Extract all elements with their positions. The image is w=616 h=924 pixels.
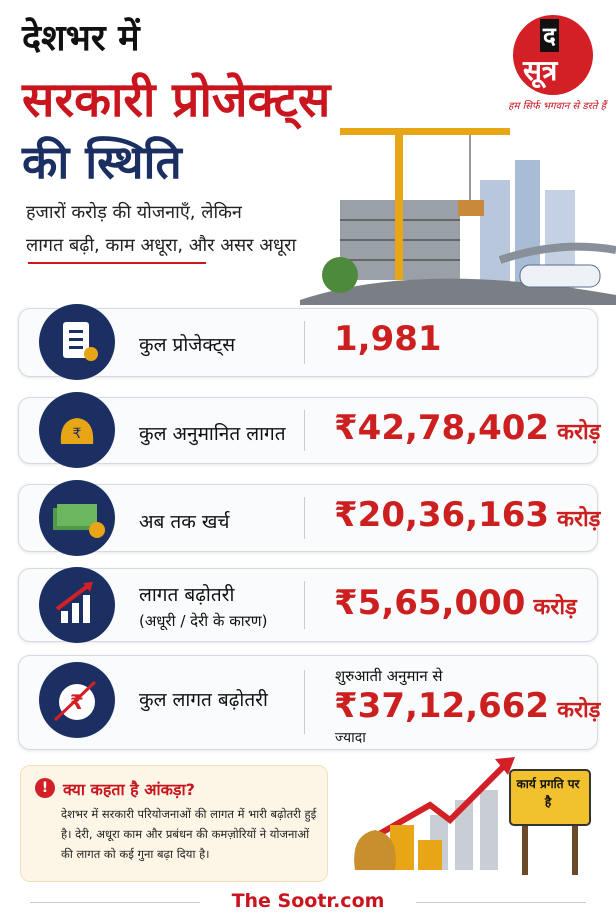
subtitle: हजारों करोड़ की योजनाएँ, लेकिन bbox=[26, 202, 242, 223]
svg-text:₹: ₹ bbox=[73, 426, 82, 442]
stat-value: ₹42,78,402 करोड़ bbox=[334, 408, 600, 448]
stat-label: लागत बढ़ोतरी bbox=[139, 584, 235, 606]
stat-label: कुल लागत बढ़ोतरी bbox=[139, 689, 268, 711]
unit: करोड़ bbox=[557, 507, 601, 532]
tagline: हम सिर्फ भगवान से डरते हैं bbox=[508, 101, 606, 112]
stat-card: कुल प्रोजेक्ट्स 1,981 bbox=[18, 304, 598, 380]
value: ₹37,12,662 bbox=[334, 686, 550, 726]
logo: द सूत्र bbox=[513, 15, 593, 95]
underline bbox=[28, 262, 206, 264]
logo-mark: द bbox=[540, 19, 559, 52]
logo-mark: सूत्र bbox=[523, 54, 558, 87]
stat-card: ₹ कुल अनुमानित लागत ₹42,78,402 करोड़ bbox=[18, 392, 600, 468]
icon: ₹ bbox=[39, 662, 115, 738]
stat-label: कुल अनुमानित लागत bbox=[139, 423, 286, 445]
stat-sublabel: (अधूरी / देरी के कारण) bbox=[139, 612, 268, 630]
value: ₹42,78,402 bbox=[334, 408, 550, 448]
stat-value: ₹37,12,662 करोड़ bbox=[334, 686, 600, 726]
icon bbox=[39, 304, 115, 380]
icon bbox=[39, 567, 115, 643]
unit: करोड़ bbox=[557, 698, 601, 723]
rule bbox=[30, 902, 200, 903]
construction-illustration bbox=[300, 128, 616, 305]
icon: ₹ bbox=[39, 392, 115, 468]
stat-suffix: ज्यादा bbox=[335, 730, 366, 746]
title-line: की स्थिति bbox=[22, 135, 182, 189]
value: ₹20,36,163 bbox=[334, 495, 550, 535]
cost-illustration bbox=[354, 757, 591, 875]
stat-card: लागत बढ़ोतरी (अधूरी / देरी के कारण) ₹5,6… bbox=[18, 567, 598, 643]
note-text: देशभर में सरकारी परियोजनाओं की लागत में … bbox=[61, 807, 317, 861]
note-title: क्या कहता है आंकड़ा? bbox=[63, 780, 195, 799]
stat-value: 1,981 bbox=[334, 319, 442, 359]
stat-value: ₹20,36,163 करोड़ bbox=[334, 495, 600, 535]
icon bbox=[39, 480, 115, 556]
title-line: देशभर में bbox=[22, 18, 140, 59]
sign-text: कार्य प्रगति पर है bbox=[516, 777, 580, 809]
footer: The Sootr.com bbox=[231, 890, 385, 912]
subtitle: लागत बढ़ी, काम अधूरा, और असर अधूरा bbox=[26, 235, 297, 256]
rule bbox=[416, 902, 586, 903]
stat-label: अब तक खर्च bbox=[139, 511, 230, 533]
unit: करोड़ bbox=[557, 420, 601, 445]
stat-prefix: शुरुआती अनुमान से bbox=[335, 667, 443, 685]
value: ₹5,65,000 bbox=[334, 583, 526, 623]
alert-icon: ! bbox=[35, 778, 55, 798]
title-line: सरकारी प्रोजेक्ट्स bbox=[22, 72, 331, 128]
stat-card: अब तक खर्च ₹20,36,163 करोड़ bbox=[18, 480, 600, 556]
stat-label: कुल प्रोजेक्ट्स bbox=[139, 334, 236, 356]
stat-value: ₹5,65,000 करोड़ bbox=[334, 583, 577, 623]
note-box: ! क्या कहता है आंकड़ा? देशभर में सरकारी … bbox=[20, 765, 328, 882]
stat-card: ₹ कुल लागत बढ़ोतरी शुरुआती अनुमान से ₹37… bbox=[18, 655, 600, 750]
unit: करोड़ bbox=[533, 595, 577, 620]
